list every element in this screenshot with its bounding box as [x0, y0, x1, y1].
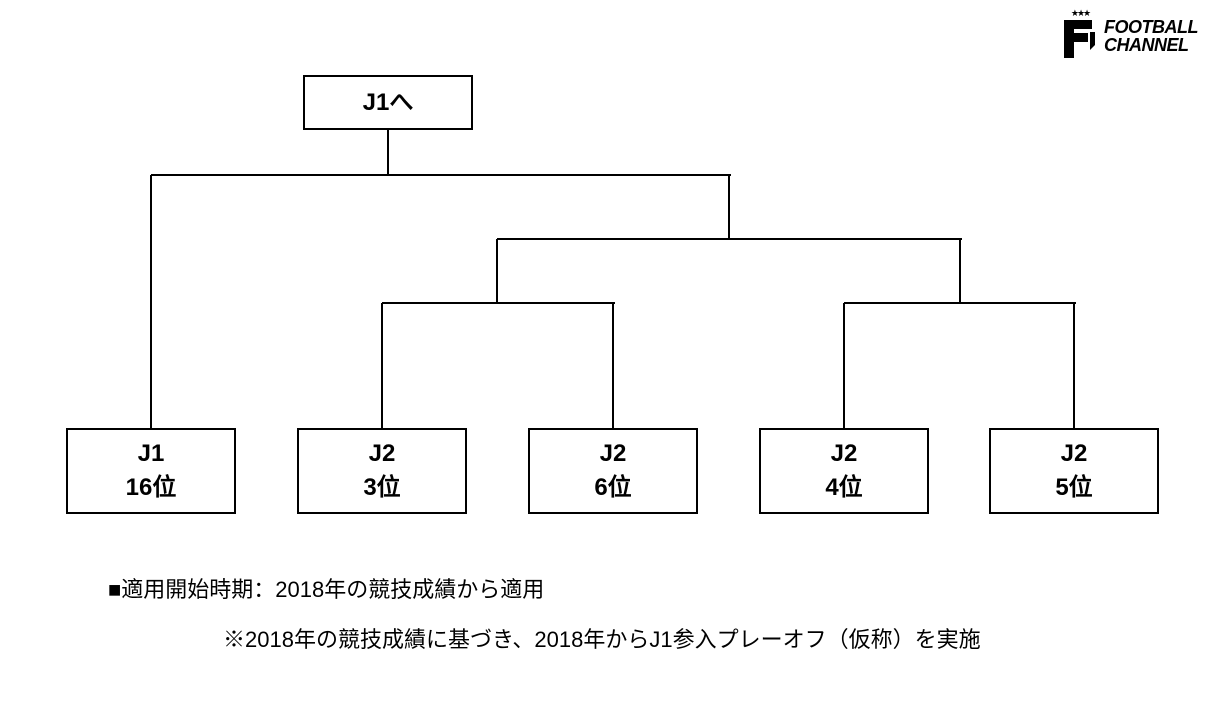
- node-leaf-j2-6: J2 6位: [528, 428, 698, 514]
- caption-line1: ■適用開始時期：2018年の競技成績から適用: [108, 572, 544, 604]
- logo-text: FOOTBALL CHANNEL: [1104, 18, 1198, 54]
- node-top: J1へ: [303, 75, 473, 130]
- stars-icon: ★★★: [1071, 8, 1089, 19]
- node-leaf-j2-4: J2 4位: [759, 428, 929, 514]
- node-leaf-j1-16: J1 16位: [66, 428, 236, 514]
- leaf4-line2: 4位: [825, 471, 862, 505]
- leaf1-line1: J1: [138, 437, 165, 471]
- leaf2-line1: J2: [369, 437, 396, 471]
- leaf2-line2: 3位: [363, 471, 400, 505]
- node-top-label: J1へ: [363, 86, 414, 120]
- node-leaf-j2-5: J2 5位: [989, 428, 1159, 514]
- leaf4-line1: J2: [831, 437, 858, 471]
- leaf1-line2: 16位: [126, 471, 177, 505]
- node-leaf-j2-3: J2 3位: [297, 428, 467, 514]
- logo: ★★★ FOOTBALL CHANNEL: [1060, 10, 1198, 62]
- leaf3-line1: J2: [600, 437, 627, 471]
- logo-line2: CHANNEL: [1104, 36, 1198, 54]
- logo-line1: FOOTBALL: [1104, 18, 1198, 36]
- leaf5-line1: J2: [1061, 437, 1088, 471]
- leaf5-line2: 5位: [1055, 471, 1092, 505]
- logo-mark-icon: ★★★: [1060, 10, 1100, 62]
- leaf3-line2: 6位: [594, 471, 631, 505]
- caption-line2: ※2018年の競技成績に基づき、2018年からJ1参入プレーオフ（仮称）を実施: [223, 622, 981, 654]
